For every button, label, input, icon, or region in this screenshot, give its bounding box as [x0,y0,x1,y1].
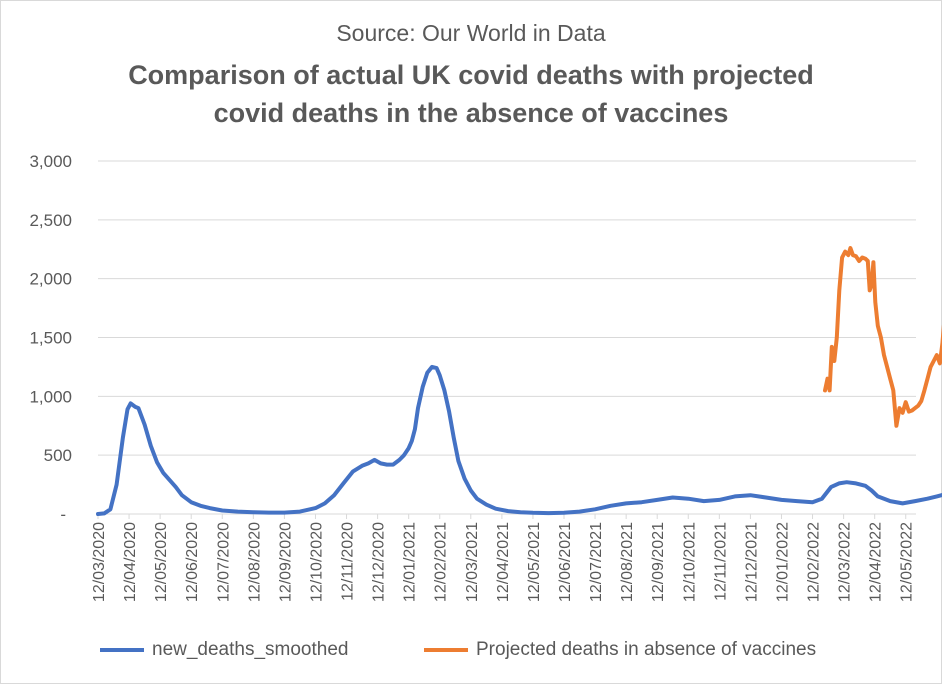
y-tick-label: - [60,505,66,524]
x-tick-label: 12/04/2021 [495,522,512,602]
y-tick-label: 1,000 [29,387,72,406]
x-tick-label: 12/10/2020 [308,522,325,602]
x-tick-label: 12/08/2020 [246,522,263,602]
x-tick-label: 12/09/2021 [650,522,667,602]
chart-subtitle: Source: Our World in Data [336,20,606,46]
legend-label-actual: new_deaths_smoothed [152,639,349,660]
legend-swatch-projected [424,648,468,652]
series-line-projected-deaths [823,246,942,428]
x-tick-label: 12/07/2021 [588,522,605,602]
x-tick-label: 12/01/2021 [402,522,419,602]
chart-title: Comparison of actual UK covid deaths wit… [0,56,942,132]
x-tick-label: 12/11/2020 [340,522,357,601]
legend-label-projected: Projected deaths in absence of vaccines [476,639,817,660]
series-line-actual-deaths [96,364,942,516]
x-tick-label: 12/03/2020 [91,522,108,602]
y-axis-ticks: - 500 1,000 1,500 2,000 2,500 3,000 [29,152,72,524]
x-tick-label: 12/04/2020 [122,522,139,602]
y-tick-label: 500 [44,446,72,465]
x-tick-label: 12/09/2020 [277,522,294,602]
x-tick-label: 12/05/2022 [899,522,916,602]
x-tick-label: 12/12/2020 [371,522,388,602]
y-tick-label: 2,500 [29,211,72,230]
chart-title-line2: covid deaths in the absence of vaccines [213,98,729,128]
x-axis-ticks: 12/03/2020 12/04/2020 12/05/2020 12/06/2020… [91,514,916,602]
x-tick-label: 12/04/2022 [868,522,885,602]
y-tick-label: 3,000 [29,152,72,171]
y-tick-label: 2,000 [29,270,72,289]
x-tick-label: 12/01/2022 [774,522,791,602]
x-tick-label: 12/08/2021 [619,522,636,602]
legend: new_deaths_smoothed Projected deaths in … [0,638,942,662]
x-tick-label: 12/06/2020 [184,522,201,602]
legend-item-actual: new_deaths_smoothed [100,638,348,662]
gridlines [98,160,916,515]
x-tick-label: 12/10/2021 [681,522,698,602]
series-lines [96,246,942,516]
x-tick-label: 12/11/2021 [712,522,729,601]
x-tick-label: 12/05/2021 [526,522,543,602]
y-tick-label: 1,500 [29,329,72,348]
x-tick-label: 12/05/2020 [153,522,170,602]
x-tick-label: 12/07/2020 [215,522,232,602]
x-tick-label: 12/12/2021 [743,522,760,602]
x-tick-label: 12/03/2021 [464,522,481,602]
x-tick-label: 12/02/2021 [433,522,450,602]
chart-title-line1: Comparison of actual UK covid deaths wit… [128,60,814,90]
x-tick-label: 12/06/2021 [557,522,574,602]
legend-swatch-actual [100,648,144,652]
legend-item-projected: Projected deaths in absence of vaccines [424,638,816,662]
x-tick-label: 12/03/2022 [837,522,854,602]
x-tick-label: 12/02/2022 [806,522,823,602]
